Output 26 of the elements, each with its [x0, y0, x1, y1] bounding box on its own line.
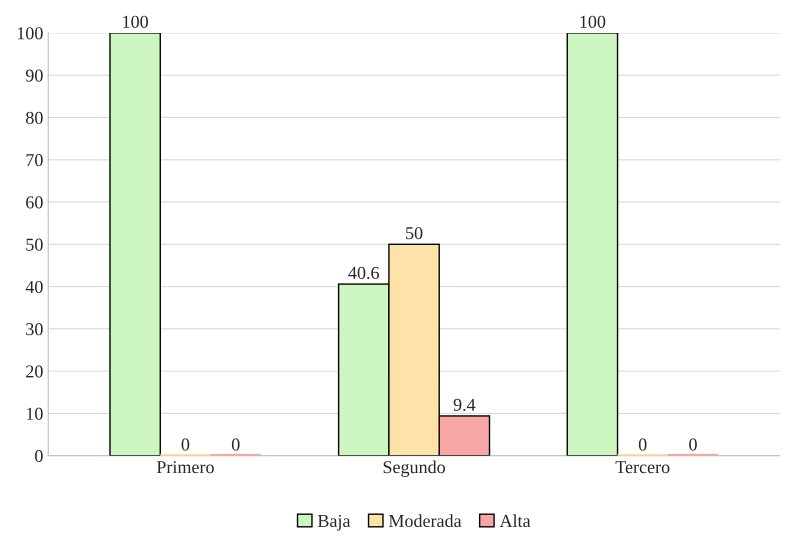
- y-tick-label: 100: [18, 27, 43, 40]
- y-tick-label: 0: [35, 450, 43, 462]
- y-tick-label: 20: [26, 365, 43, 378]
- legend-label: Alta: [500, 514, 530, 528]
- y-tick-label: 30: [26, 323, 43, 336]
- data-label: 9.4: [454, 398, 476, 411]
- y-tick-label: 80: [26, 112, 43, 124]
- x-tick-label: Primero: [156, 461, 214, 474]
- y-tick-label: 40: [26, 280, 43, 294]
- data-label: 0: [689, 438, 697, 451]
- x-tick-label: Tercero: [616, 461, 670, 474]
- y-tick-label: 90: [26, 69, 43, 82]
- data-label: 100: [123, 16, 148, 28]
- data-label: 0: [182, 438, 190, 451]
- y-tick-label: 10: [26, 408, 43, 420]
- data-label: 0: [638, 438, 647, 451]
- x-tick-label: Segundo: [384, 460, 445, 477]
- legend-label: Moderada: [388, 514, 462, 528]
- y-tick-label: 70: [26, 154, 43, 166]
- y-tick-label: 60: [26, 196, 43, 208]
- data-label: 0: [232, 438, 240, 451]
- data-label: 100: [580, 16, 606, 28]
- y-tick-label: 50: [26, 238, 43, 251]
- data-label: 40.6: [348, 266, 380, 280]
- legend-label: Baja: [318, 514, 350, 531]
- data-label: 50: [406, 227, 422, 240]
